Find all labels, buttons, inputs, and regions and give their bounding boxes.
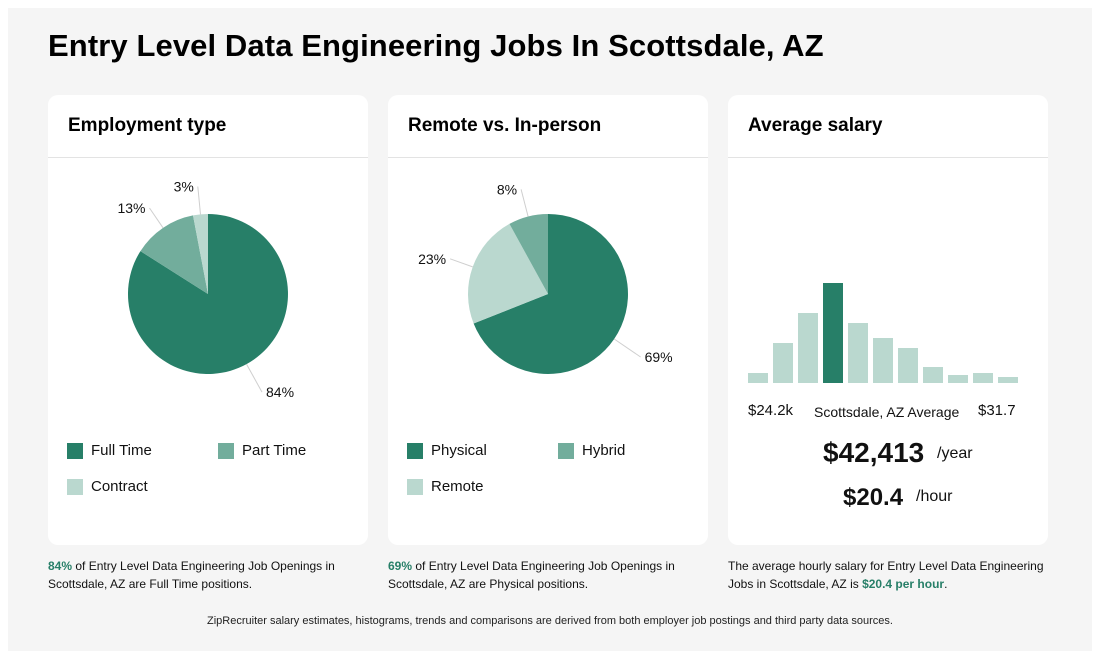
legend-label: Full Time [91,442,152,459]
legend-label: Contract [91,478,148,495]
histogram-bar-highlight [823,283,843,383]
pie-slice-remote [468,223,548,324]
hourly-unit: /hour [916,488,953,505]
salary-range-low: $24.2k [748,402,794,419]
employment-type-title: Employment type [48,95,368,158]
pie-leader-line [613,338,641,358]
histogram-bar [748,373,768,383]
pie-slice-physical [473,214,629,374]
salary-range-high: $31.7 [978,402,1016,419]
legend-hybrid: Hybrid [558,442,625,459]
employment-type-pie-chart: 84% 13% 3% [117,179,294,401]
legend-swatch-physical [407,442,423,459]
histogram-bar [948,375,968,383]
histogram-bar [998,377,1018,383]
page-title: Entry Level Data Engineering Jobs In Sco… [48,28,824,63]
histogram-bar [798,313,818,383]
legend-label: Remote [431,478,484,495]
salary-caption: The average hourly salary for Entry Leve… [728,557,1058,593]
legend-swatch-remote [407,478,423,495]
remote-card: Remote vs. In-person 69% 23% 8% Physical H… [388,95,708,545]
legend-swatch-part-time [218,442,234,459]
legend-swatch-full-time [67,442,83,459]
salary-histogram [748,283,1018,383]
average-salary-title: Average salary [728,95,1048,158]
legend-full-time: Full Time [67,442,152,459]
caption-highlight: 69% [388,559,413,573]
yearly-unit: /year [937,445,973,462]
caption-text: The average hourly salary for Entry Leve… [728,559,1044,591]
employment-caption: 84% of Entry Level Data Engineering Job … [48,557,358,593]
legend-remote: Remote [407,478,484,495]
pie-leader-line [520,189,529,217]
pie-leader-line [246,363,263,393]
legend-swatch-contract [67,478,83,495]
footer-note: ZipRecruiter salary estimates, histogram… [207,615,893,627]
legend-label: Physical [431,442,487,459]
caption-highlight: 84% [48,559,73,573]
pie-slice-hybrid [509,214,548,294]
caption-text: of Entry Level Data Engineering Job Open… [388,559,675,591]
pie-value-label-physical: 69% [645,349,673,365]
histogram-bar [973,373,993,383]
remote-title: Remote vs. In-person [388,95,708,158]
histogram-bar [898,348,918,383]
pie-value-label-remote: 23% [418,251,446,267]
employment-type-card: Employment type 84% 13% 3% Full Time Part … [48,95,368,545]
pie-value-label-full-time: 84% [266,384,294,400]
pie-leader-line [149,207,164,229]
pie-value-label-hybrid: 8% [497,181,517,197]
caption-highlight: $20.4 per hour [862,577,945,591]
yearly-salary: $42,413 [823,437,925,468]
remote-caption: 69% of Entry Level Data Engineering Job … [388,557,698,593]
legend-part-time: Part Time [218,442,306,459]
caption-text: of Entry Level Data Engineering Job Open… [48,559,335,591]
histogram-bar [873,338,893,383]
pie-value-label-contract: 3% [174,179,194,195]
hourly-salary: $20.4 [843,484,904,511]
pie-slice-full-time [127,214,288,374]
pie-leader-line [197,186,201,215]
legend-label: Part Time [242,442,307,459]
histogram-bar [848,323,868,383]
pie-slice-contract [193,214,208,294]
average-salary-card: Average salary $24.2k Scottsdale, AZ Ave… [728,95,1048,545]
pie-slice-part-time [140,215,208,294]
histogram-bar [923,367,943,383]
legend-label: Hybrid [582,442,626,459]
legend-swatch-hybrid [558,442,574,459]
pie-value-label-part-time: 13% [117,200,145,216]
pie-leader-line [449,258,473,268]
legend-contract: Contract [67,478,148,495]
caption-suffix: . [944,577,948,591]
histogram-bar [773,343,793,383]
remote-pie-chart: 69% 23% 8% [418,181,673,374]
legend-physical: Physical [407,442,487,459]
salary-range-label: Scottsdale, AZ Average [814,404,960,420]
